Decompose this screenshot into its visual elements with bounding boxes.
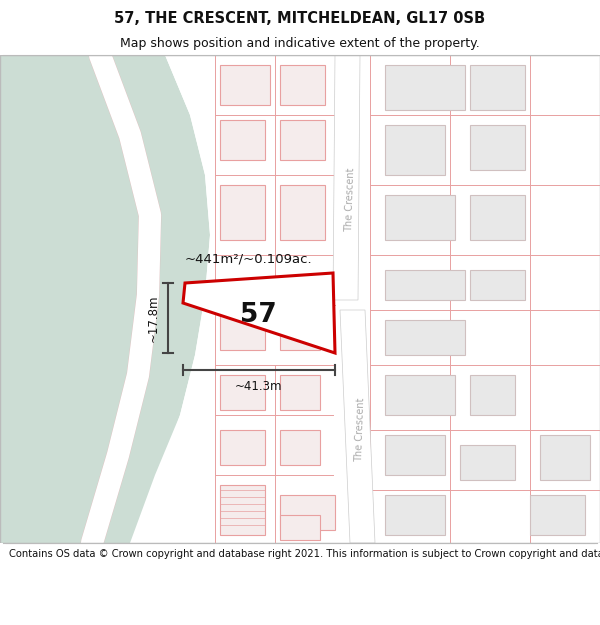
Text: ~41.3m: ~41.3m xyxy=(235,380,283,393)
Bar xyxy=(220,120,265,160)
Text: Map shows position and indicative extent of the property.: Map shows position and indicative extent… xyxy=(120,38,480,51)
Text: The Crescent: The Crescent xyxy=(344,168,356,232)
Polygon shape xyxy=(340,310,375,543)
Bar xyxy=(470,65,525,110)
Bar xyxy=(385,375,455,415)
Polygon shape xyxy=(333,55,360,300)
Bar xyxy=(385,195,455,240)
Bar xyxy=(470,375,515,415)
Text: Contains OS data © Crown copyright and database right 2021. This information is : Contains OS data © Crown copyright and d… xyxy=(9,549,600,559)
Bar xyxy=(280,120,325,160)
Bar xyxy=(220,185,265,240)
Bar xyxy=(280,495,335,530)
Bar xyxy=(470,125,525,170)
Polygon shape xyxy=(183,273,335,353)
Bar xyxy=(280,515,320,540)
Text: ~17.8m: ~17.8m xyxy=(147,294,160,342)
Bar xyxy=(470,195,525,240)
Bar xyxy=(280,430,320,465)
Bar xyxy=(220,430,265,465)
Bar xyxy=(385,435,445,475)
Bar xyxy=(385,270,465,300)
Bar xyxy=(220,315,265,350)
Bar xyxy=(280,65,325,105)
Text: 57, THE CRESCENT, MITCHELDEAN, GL17 0SB: 57, THE CRESCENT, MITCHELDEAN, GL17 0SB xyxy=(115,11,485,26)
Bar xyxy=(385,495,445,535)
Bar xyxy=(460,445,515,480)
Bar xyxy=(385,125,445,175)
Bar xyxy=(220,485,265,535)
Polygon shape xyxy=(0,55,210,543)
Bar xyxy=(385,320,465,355)
Text: ~441m²/~0.109ac.: ~441m²/~0.109ac. xyxy=(185,252,313,265)
Bar xyxy=(280,185,325,240)
Polygon shape xyxy=(130,55,600,543)
Bar xyxy=(385,65,465,110)
Bar xyxy=(530,495,585,535)
Bar xyxy=(280,315,320,350)
Bar xyxy=(470,270,525,300)
Text: 57: 57 xyxy=(239,302,277,328)
Bar xyxy=(280,375,320,410)
Bar xyxy=(540,435,590,480)
Text: The Crescent: The Crescent xyxy=(354,398,366,462)
Bar xyxy=(220,65,270,105)
Bar xyxy=(220,375,265,410)
